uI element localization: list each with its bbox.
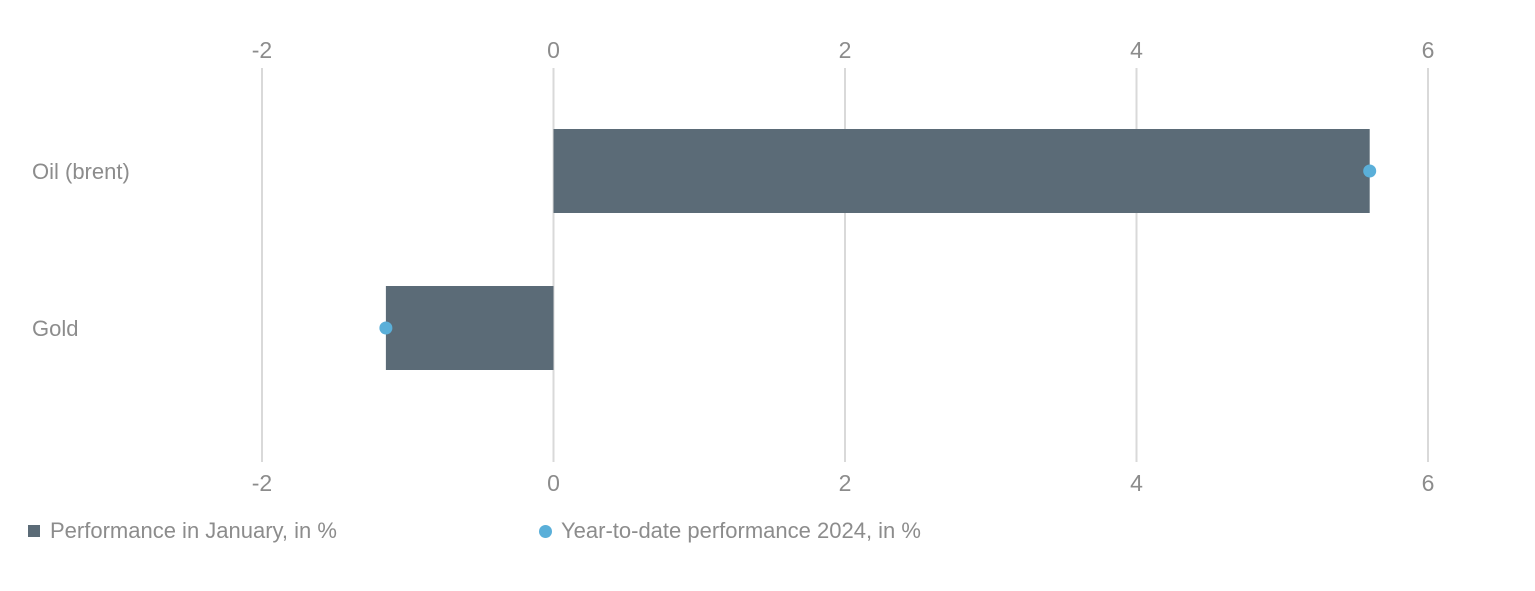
x-tick-label-bottom: 6 <box>1422 470 1435 496</box>
x-axis-bottom: -2 0 2 4 6 <box>252 470 1435 496</box>
legend-item-january: Performance in January, in % <box>28 516 337 546</box>
x-tick-label-top: 6 <box>1422 37 1435 63</box>
category-label: Gold <box>32 316 78 341</box>
bar-series <box>385 129 1370 370</box>
legend-label-ytd: Year-to-date performance 2024, in % <box>561 518 921 543</box>
bar <box>385 286 554 370</box>
x-tick-label-top: 2 <box>839 37 852 63</box>
ytd-dot <box>1363 164 1377 178</box>
bar <box>553 129 1370 213</box>
x-tick-label-top: 4 <box>1130 37 1143 63</box>
legend-item-ytd: Year-to-date performance 2024, in % <box>539 516 921 546</box>
dot-series <box>379 164 1377 335</box>
category-label: Oil (brent) <box>32 159 130 184</box>
ytd-dot <box>379 321 393 335</box>
gridlines <box>261 68 1429 462</box>
x-axis-top: -2 0 2 4 6 <box>252 37 1435 63</box>
legend-square-icon <box>28 525 40 537</box>
legend: Performance in January, in % Year-to-dat… <box>0 516 1535 550</box>
x-tick-label-top: 0 <box>547 37 560 63</box>
x-tick-label-bottom: 2 <box>839 470 852 496</box>
category-labels: Oil (brent) Gold <box>32 159 130 341</box>
x-tick-label-top: -2 <box>252 37 272 63</box>
legend-label-january: Performance in January, in % <box>50 518 337 543</box>
x-tick-label-bottom: -2 <box>252 470 272 496</box>
x-tick-label-bottom: 0 <box>547 470 560 496</box>
x-tick-label-bottom: 4 <box>1130 470 1143 496</box>
legend-dot-icon <box>539 524 552 538</box>
